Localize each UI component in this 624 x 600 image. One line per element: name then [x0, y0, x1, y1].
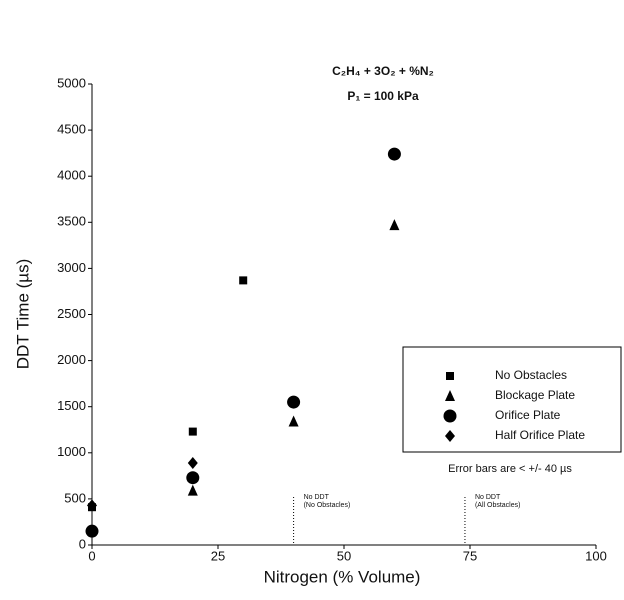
x-tick-label: 50: [337, 548, 351, 563]
legend-label: Blockage Plate: [495, 388, 575, 402]
marker-circle: [387, 147, 401, 161]
marker-circle: [287, 395, 301, 409]
x-axis-label: Nitrogen (% Volume): [264, 567, 421, 586]
marker-circle: [85, 524, 99, 538]
annotation-text: No DDT: [475, 494, 501, 501]
x-tick-label: 75: [463, 548, 477, 563]
note: Error bars are < +/- 40 µs: [448, 463, 572, 475]
y-axis-label: DDT Time (µs): [13, 259, 32, 370]
legend-box: [402, 346, 622, 453]
legend-label: No Obstacles: [495, 368, 567, 382]
chart-subtitle: P₁ = 100 kPa: [347, 89, 419, 103]
marker-triangle: [288, 415, 299, 427]
y-tick-label: 4500: [57, 122, 86, 137]
y-tick-label: 0: [79, 536, 86, 551]
y-tick-label: 3500: [57, 214, 86, 229]
marker-diamond: [87, 499, 97, 512]
y-tick-label: 5000: [57, 75, 86, 90]
marker-circle: [186, 471, 200, 485]
marker-square: [239, 276, 248, 285]
y-tick-label: 1000: [57, 444, 86, 459]
marker-triangle: [187, 484, 198, 496]
marker-triangle: [445, 390, 455, 401]
legend-label: Orifice Plate: [495, 408, 561, 422]
x-tick-label: 25: [211, 548, 225, 563]
marker-triangle: [389, 219, 400, 231]
y-tick-label: 2000: [57, 352, 86, 367]
x-tick-label: 0: [88, 548, 95, 563]
y-tick-label: 3000: [57, 260, 86, 275]
annotation-text: (All Obstacles): [475, 502, 521, 509]
y-tick-label: 2500: [57, 306, 86, 321]
y-tick-label: 1500: [57, 398, 86, 413]
x-tick-label: 100: [585, 548, 607, 563]
marker-diamond: [187, 456, 198, 469]
legend-label: Half Orifice Plate: [495, 428, 585, 442]
marker-circle: [443, 409, 457, 423]
marker-square: [446, 372, 454, 380]
annotation-text: No DDT: [304, 494, 330, 501]
y-tick-label: 4000: [57, 168, 86, 183]
marker-diamond: [445, 430, 455, 442]
y-tick-label: 500: [64, 490, 86, 505]
marker-square: [188, 427, 197, 436]
annotation-text: (No Obstacles): [304, 502, 351, 509]
chart-title: C₂H₄ + 3O₂ + %N₂: [332, 64, 434, 78]
